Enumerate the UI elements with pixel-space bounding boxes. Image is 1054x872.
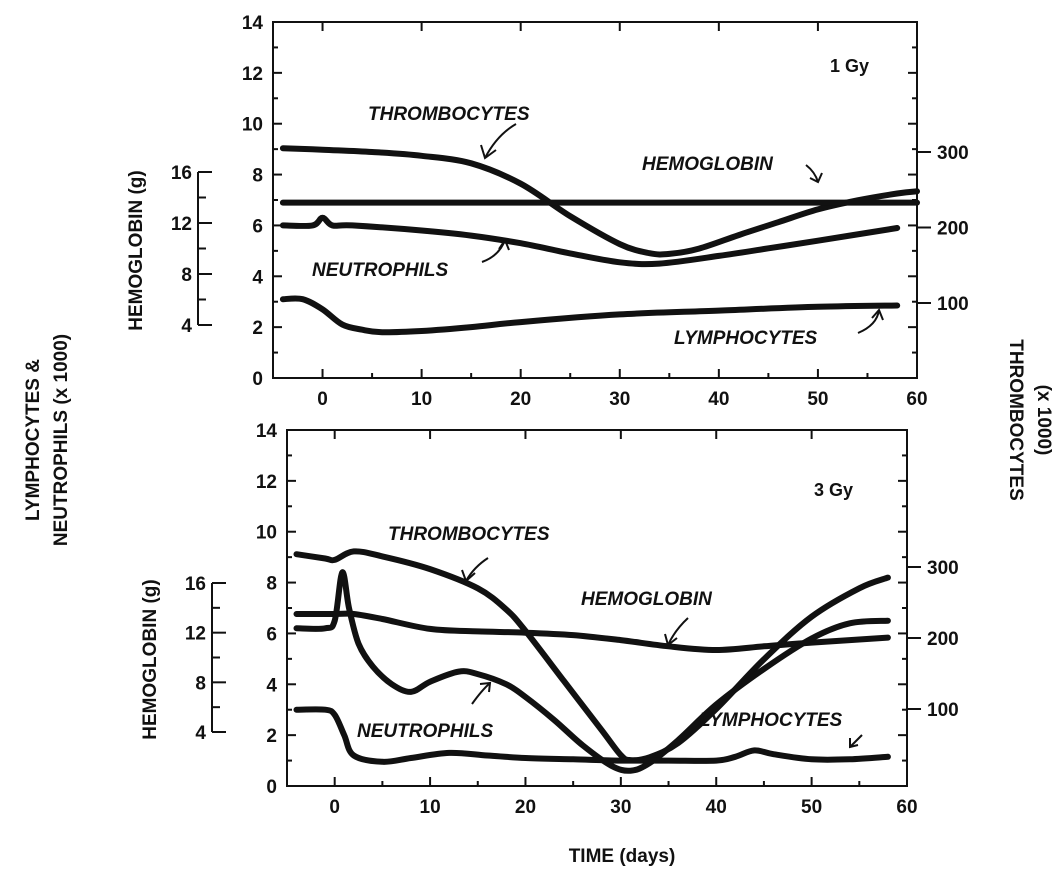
x-tick-label: 40: [708, 389, 729, 410]
series-line-neutrophils: [293, 569, 891, 774]
y-tick-label: 10: [256, 523, 277, 544]
series-line-thrombocytes: [293, 548, 891, 764]
hemoglobin-tick-label: 12: [185, 624, 206, 645]
series-label-neutrophils: NEUTROPHILS: [312, 260, 449, 281]
x-tick-label: 60: [896, 797, 917, 818]
series-arrowhead-thrombocytes: [461, 569, 476, 583]
series-arrowhead-neutrophils: [479, 681, 492, 693]
dose-label: 1 Gy: [830, 56, 869, 76]
x-tick-label: 0: [329, 797, 340, 818]
x-tick-label: 60: [906, 389, 927, 410]
hemoglobin-axis-title: HEMOGLOBIN (g): [140, 579, 161, 739]
series-arrowhead-lymphocytes: [871, 308, 884, 321]
left-axis-title-line2: NEUTROPHILS (x 1000): [51, 334, 72, 546]
y-tick-label: 2: [266, 726, 277, 747]
thrombocyte-tick-label: 200: [927, 629, 959, 650]
x-tick-label: 30: [609, 389, 630, 410]
y-tick-label: 8: [252, 166, 263, 187]
y-tick-label: 6: [266, 624, 277, 645]
panel-3gy: 0 2 4 6 8 10 12 14 0 10 20 30 40 50 60 4 8 12 16 HEMOGLOBIN…: [140, 421, 959, 818]
hemoglobin-tick-label: 12: [171, 214, 192, 235]
hemoglobin-axis-title: HEMOGLOBIN (g): [126, 170, 147, 330]
y-tick-label: 10: [242, 115, 263, 136]
y-tick-label: 4: [266, 675, 277, 696]
series-arrowhead-thrombocytes: [480, 144, 497, 160]
y-tick-label: 8: [266, 574, 277, 595]
x-tick-label: 50: [807, 389, 828, 410]
hemoglobin-tick-label: 16: [171, 163, 192, 184]
series-label-thrombocytes: THROMBOCYTES: [388, 524, 550, 545]
x-tick-label: 20: [515, 797, 536, 818]
x-tick-label: 30: [610, 797, 631, 818]
dose-label: 3 Gy: [814, 480, 853, 500]
x-tick-label: 40: [706, 797, 727, 818]
series-arrow-neutrophils: [471, 682, 491, 705]
series-label-neutrophils: NEUTROPHILS: [357, 721, 494, 742]
series-line-neutrophils: [279, 214, 901, 268]
y-tick-label: 4: [252, 267, 263, 288]
series-label-hemoglobin: HEMOGLOBIN: [642, 154, 774, 175]
series-arrow-lymphocytes: [857, 309, 880, 334]
series-arrowhead-neutrophils: [498, 237, 510, 251]
left-axis-title: LYMPHOCYTES & NEUTROPHILS (x 1000): [23, 334, 72, 546]
series-arrow-hemoglobin: [805, 164, 819, 183]
hemoglobin-tick-label: 4: [195, 723, 206, 744]
series-label-lymphocytes: LYMPHOCYTES: [674, 328, 818, 349]
series-arrow-hemoglobin: [667, 617, 689, 646]
y-tick-label: 0: [252, 369, 263, 390]
x-tick-label: 0: [317, 389, 328, 410]
x-tick-label: 10: [420, 797, 441, 818]
series-arrow-neutrophils: [481, 239, 506, 263]
y-tick-label: 14: [256, 421, 278, 442]
y-tick-label: 2: [252, 318, 263, 339]
thrombocyte-tick-label: 300: [937, 143, 969, 164]
thrombocyte-tick-label: 300: [927, 558, 959, 579]
x-tick-label: 50: [801, 797, 822, 818]
right-axis-title-line2: (x 1000): [1033, 385, 1054, 456]
thrombocyte-tick-label: 200: [937, 219, 969, 240]
series-line-hemoglobin: [293, 610, 891, 653]
left-axis-title-line1: LYMPHOCYTES &: [23, 359, 44, 521]
hemoglobin-tick-label: 8: [181, 265, 192, 286]
right-axis-title-line1: THROMBOCYTES: [1005, 339, 1026, 501]
series-arrow-thrombocytes: [484, 123, 517, 159]
hemoglobin-tick-label: 4: [181, 316, 192, 337]
hemoglobin-tick-label: 16: [185, 574, 206, 595]
series-label-lymphocytes: LYMPHOCYTES: [699, 710, 843, 731]
panel-1gy: 0 2 4 6 8 10 12 14 0 10 20 30 40 50 60 4 8 12 16 HEMOGLOBIN…: [126, 13, 969, 410]
x-axis-title: TIME (days): [569, 846, 676, 867]
series-label-thrombocytes: THROMBOCYTES: [368, 104, 530, 125]
thrombocyte-tick-label: 100: [937, 294, 969, 315]
x-tick-label: 10: [411, 389, 432, 410]
series-arrowhead-hemoglobin: [664, 633, 678, 647]
series-line-lymphocytes: [279, 295, 901, 336]
series-line-lymphocytes: [293, 706, 891, 765]
right-axis-title: THROMBOCYTES (x 1000): [1005, 339, 1054, 501]
series-arrowhead-lymphocytes: [849, 738, 859, 749]
y-tick-label: 12: [256, 472, 277, 493]
hemoglobin-tick-label: 8: [195, 673, 206, 694]
series-label-hemoglobin: HEMOGLOBIN: [581, 589, 713, 610]
series-line-thrombocytes: [279, 145, 920, 258]
series-arrowhead-hemoglobin: [809, 172, 823, 184]
x-tick-label: 20: [510, 389, 531, 410]
y-tick-label: 0: [266, 777, 277, 798]
thrombocyte-tick-label: 100: [927, 700, 959, 721]
y-tick-label: 14: [242, 13, 264, 34]
y-tick-label: 12: [242, 64, 263, 85]
y-tick-label: 6: [252, 216, 263, 237]
